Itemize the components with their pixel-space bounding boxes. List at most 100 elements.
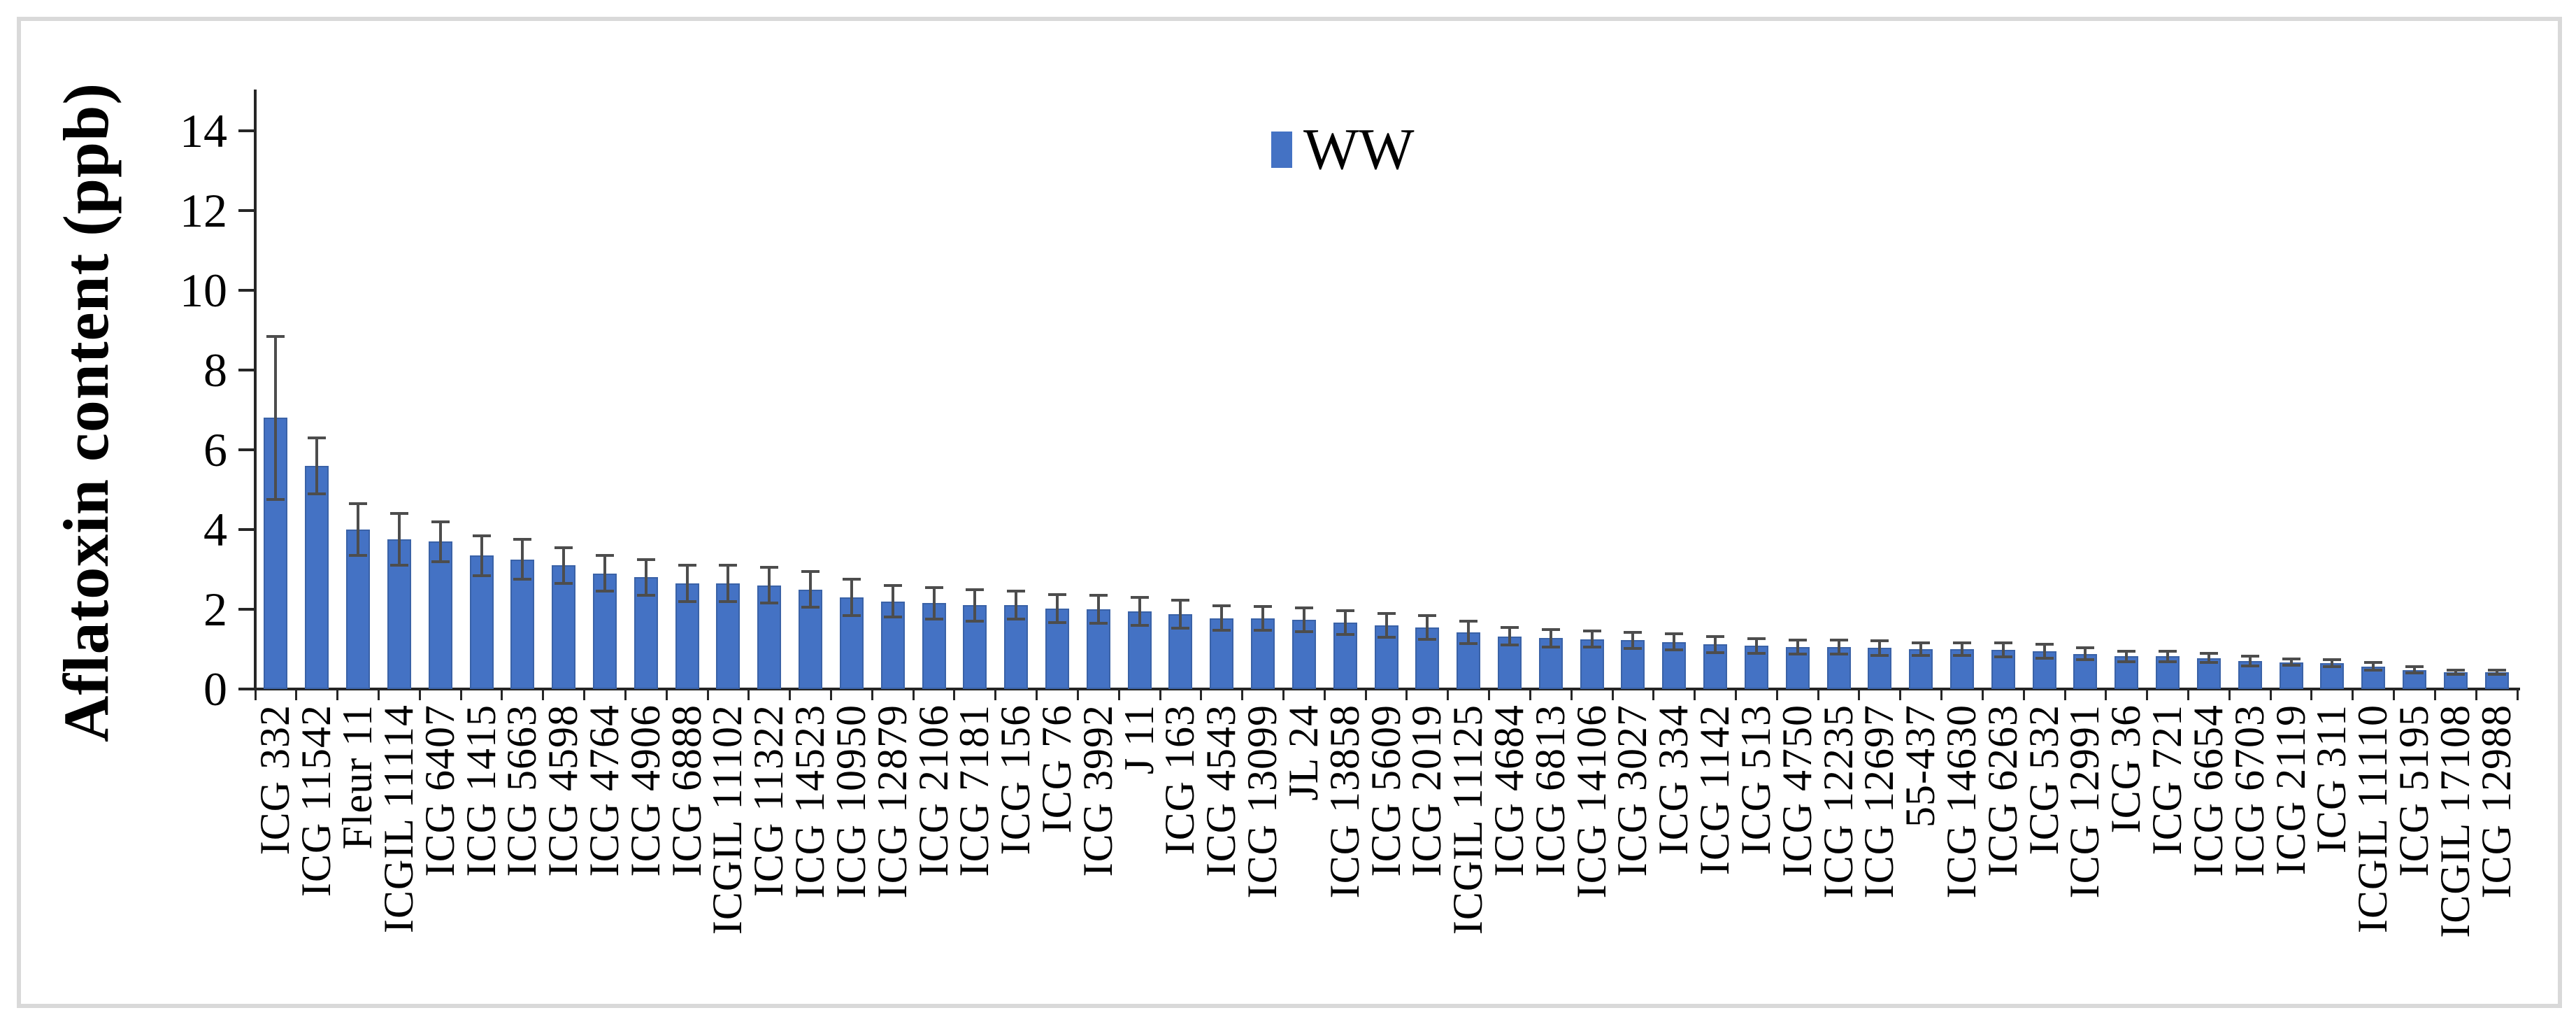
- x-category-label: ICG 4684: [1485, 704, 1532, 877]
- x-axis-tick: [2475, 689, 2477, 700]
- error-bar-line: [1754, 639, 1758, 653]
- error-bar-cap-top: [2159, 649, 2177, 653]
- error-bar-line: [685, 565, 689, 602]
- x-axis-tick: [1447, 689, 1450, 700]
- x-category-label: ICG 513: [1732, 704, 1779, 856]
- error-bar-line: [2166, 651, 2170, 662]
- x-category-label: ICG 2106: [910, 704, 957, 877]
- error-bar-cap-bottom: [1377, 635, 1396, 639]
- x-axis-tick: [1570, 689, 1573, 700]
- error-bar-cap-top: [349, 502, 368, 505]
- y-tick-label: 4: [203, 503, 227, 556]
- error-bar-cap-top: [2405, 665, 2424, 669]
- error-bar-cap-bottom: [266, 498, 285, 502]
- error-bar-cap-bottom: [1336, 632, 1354, 636]
- x-axis-tick: [1694, 689, 1696, 700]
- y-tick-label: 2: [203, 583, 227, 636]
- error-bar-cap-bottom: [1706, 651, 1725, 654]
- error-bar-line: [2495, 670, 2498, 674]
- x-category-label: ICG 13858: [1321, 704, 1368, 899]
- error-bar-line: [2125, 651, 2128, 662]
- error-bar-cap-top: [1624, 631, 1643, 634]
- x-axis-tick: [2105, 689, 2108, 700]
- x-axis-tick: [1858, 689, 1861, 700]
- x-axis-tick: [1036, 689, 1038, 700]
- error-bar-cap-top: [1665, 632, 1684, 636]
- error-bar-cap-bottom: [1171, 626, 1190, 630]
- error-bar-cap-bottom: [1994, 655, 2012, 659]
- x-category-label: ICG 11542: [293, 704, 340, 897]
- x-axis-tick: [2228, 689, 2231, 700]
- error-bar-cap-bottom: [1254, 629, 1273, 632]
- error-bar-cap-top: [2240, 655, 2259, 658]
- x-category-label: ICG 4750: [1773, 704, 1820, 877]
- error-bar-cap-top: [1130, 595, 1149, 599]
- error-bar-line: [1919, 642, 1923, 656]
- error-bar-cap-bottom: [1418, 638, 1437, 641]
- x-axis-line: [254, 688, 2520, 690]
- x-category-label: ICG 11322: [745, 704, 792, 897]
- error-bar-cap-top: [1007, 590, 1026, 593]
- x-axis-tick: [2393, 689, 2396, 700]
- error-bar-cap-top: [2035, 642, 2054, 646]
- error-bar-line: [1631, 632, 1635, 648]
- error-bar-cap-bottom: [2364, 669, 2383, 672]
- x-axis-tick: [2269, 689, 2272, 700]
- x-axis-tick: [1652, 689, 1655, 700]
- x-category-label: ICG 10950: [827, 704, 874, 899]
- error-bar-cap-top: [2076, 646, 2095, 650]
- x-axis-tick: [789, 689, 792, 700]
- error-bar-line: [1796, 639, 1799, 655]
- x-axis-tick: [459, 689, 462, 700]
- error-bar-line: [2084, 648, 2087, 660]
- error-bar-cap-top: [308, 436, 327, 439]
- x-axis-tick: [1323, 689, 1326, 700]
- error-bar-cap-bottom: [2405, 672, 2424, 675]
- error-bar-cap-top: [595, 554, 614, 558]
- error-bar-cap-bottom: [1089, 621, 1108, 625]
- x-axis-tick: [336, 689, 339, 700]
- x-axis-tick: [665, 689, 668, 700]
- x-category-label: ICG 6654: [2184, 704, 2231, 877]
- x-category-label: ICG 532: [2020, 704, 2067, 856]
- error-bar-cap-bottom: [1007, 618, 1026, 621]
- x-category-label: ICG 36: [2103, 704, 2149, 834]
- error-bar-cap-bottom: [2282, 664, 2300, 667]
- x-axis-tick: [871, 689, 873, 700]
- error-bar-cap-top: [2282, 658, 2300, 661]
- error-bar-cap-top: [1788, 638, 1807, 641]
- y-axis-tick: [238, 688, 254, 690]
- error-bar-cap-top: [1994, 641, 2012, 644]
- error-bar-cap-bottom: [1130, 623, 1149, 627]
- error-bar-cap-top: [1294, 606, 1313, 609]
- error-bar-cap-top: [636, 558, 655, 561]
- y-axis-tick: [238, 289, 254, 292]
- y-tick-label: 14: [180, 104, 227, 157]
- x-axis-tick: [583, 689, 586, 700]
- error-bar-line: [1960, 642, 1963, 656]
- error-bar-line: [438, 521, 442, 562]
- error-bar-line: [1096, 595, 1100, 623]
- figure-border: [17, 17, 2562, 1008]
- x-category-label: ICG 76: [1033, 704, 1080, 834]
- error-bar-cap-bottom: [1459, 642, 1478, 646]
- error-bar-cap-bottom: [1829, 653, 1848, 656]
- x-category-label: ICG 7181: [951, 704, 998, 877]
- error-bar-cap-top: [1089, 594, 1108, 597]
- error-bar-cap-bottom: [2323, 665, 2342, 668]
- x-category-label: ICG 334: [1650, 704, 1697, 856]
- error-bar-line: [1138, 597, 1141, 625]
- x-category-label: ICG 14106: [1568, 704, 1615, 899]
- error-bar-cap-bottom: [1747, 651, 1766, 655]
- error-bar-cap-bottom: [472, 574, 491, 577]
- x-category-label: ICG 4543: [1198, 704, 1245, 877]
- y-axis-title: Aflatoxin content (ppb): [50, 83, 122, 743]
- error-bar-cap-bottom: [513, 578, 532, 581]
- x-axis-tick: [254, 689, 257, 700]
- x-axis-tick: [1282, 689, 1285, 700]
- x-category-label: ICG 1415: [457, 704, 504, 877]
- x-category-label: ICG 721: [2144, 704, 2191, 856]
- x-category-label: J 11: [1115, 704, 1162, 775]
- x-axis-tick: [1117, 689, 1120, 700]
- error-bar-cap-bottom: [595, 590, 614, 593]
